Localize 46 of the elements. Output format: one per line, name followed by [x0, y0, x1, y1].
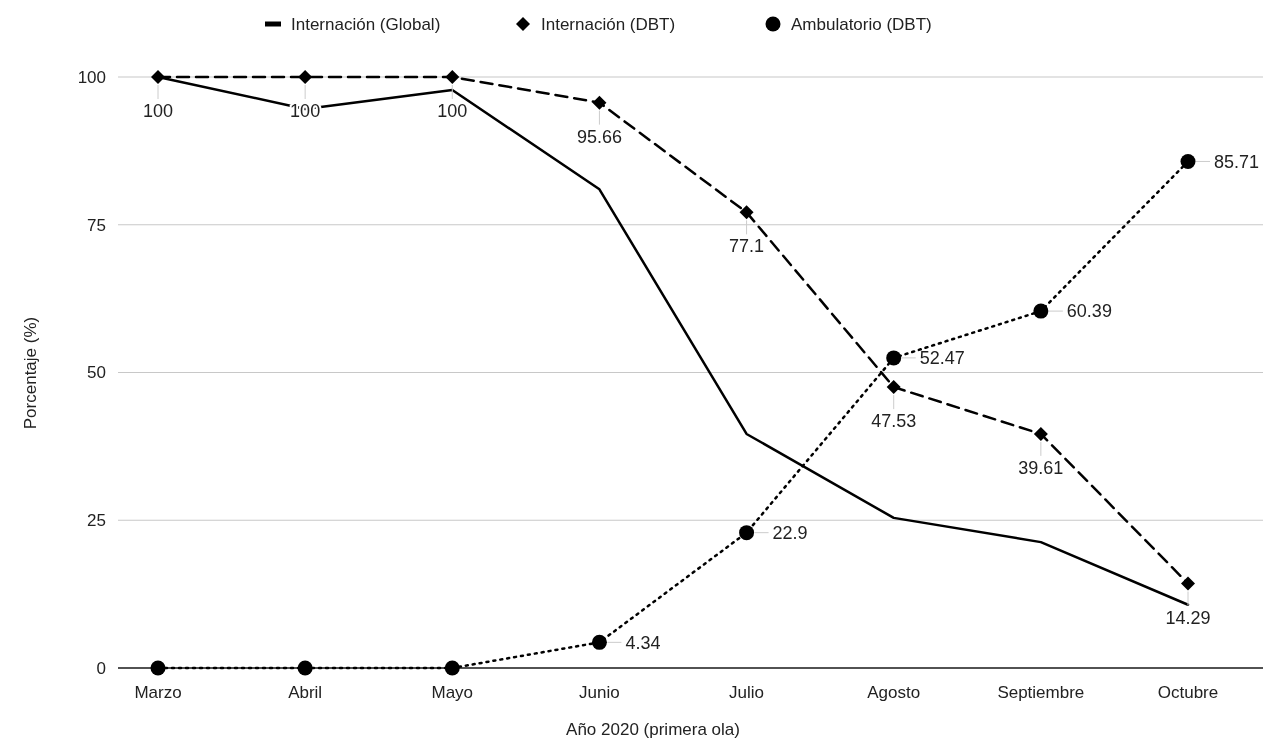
- y-tick-label: 100: [77, 67, 106, 87]
- y-tick-label: 50: [87, 363, 106, 383]
- y-tick-label: 75: [87, 215, 106, 235]
- point: [298, 70, 313, 84]
- x-axis-title: Año 2020 (primera ola): [566, 720, 740, 739]
- point: [297, 660, 313, 676]
- point: [151, 70, 165, 84]
- x-tick-label: Mayo: [431, 683, 474, 702]
- point: [445, 70, 460, 84]
- data-label: 39.61: [1018, 457, 1064, 478]
- x-tick-label: Septiembre: [997, 683, 1085, 702]
- x-tick-label: Julio: [729, 683, 765, 702]
- point: [592, 95, 607, 110]
- data-label: 100: [142, 101, 174, 121]
- point: [150, 660, 166, 676]
- legend-label: Internación (Global): [291, 14, 441, 34]
- point: [1033, 303, 1049, 319]
- data-label: 85.71: [1214, 151, 1260, 172]
- data-label: 52.47: [919, 348, 965, 369]
- data-label: 60.39: [1066, 301, 1112, 322]
- point: [1033, 426, 1048, 441]
- x-tick-label: Junio: [579, 683, 620, 702]
- data-label: 47.53: [871, 411, 917, 432]
- data-label: 100: [437, 101, 468, 121]
- legend-label: Ambulatorio (DBT): [791, 14, 932, 34]
- y-axis-title: Porcentaje (%): [21, 316, 40, 430]
- point: [1181, 576, 1195, 591]
- x-tick-label: Marzo: [134, 683, 182, 702]
- point: [886, 380, 901, 395]
- point: [886, 350, 902, 366]
- y-tick-label: 0: [96, 658, 106, 678]
- point: [1180, 153, 1196, 169]
- legend-label: Internación (DBT): [541, 14, 676, 34]
- data-label: 22.9: [772, 522, 808, 543]
- data-label: 95.66: [576, 126, 622, 147]
- point: [444, 660, 460, 676]
- data-label: 14.29: [1165, 607, 1211, 628]
- data-label: 4.34: [625, 632, 661, 653]
- x-tick-label: Agosto: [867, 683, 921, 702]
- data-label: 77.1: [729, 236, 765, 257]
- point: [739, 205, 754, 220]
- y-tick-label: 25: [87, 511, 106, 531]
- point: [591, 634, 607, 650]
- x-tick-label: Octubre: [1157, 683, 1219, 702]
- point: [739, 525, 755, 541]
- x-tick-label: Abril: [288, 683, 323, 702]
